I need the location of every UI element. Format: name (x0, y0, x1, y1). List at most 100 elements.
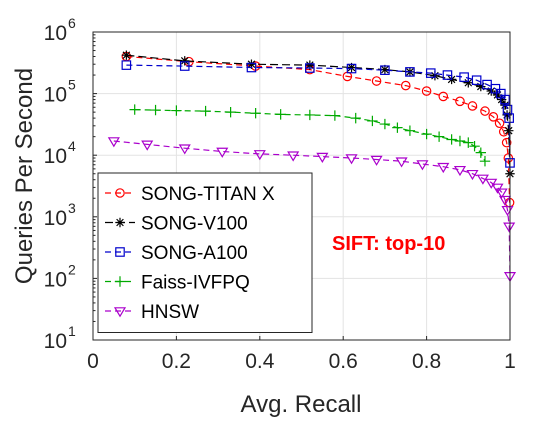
data-point (471, 75, 482, 86)
y-tick-label: 10 (44, 145, 67, 168)
data-point (469, 140, 480, 152)
data-point (501, 137, 512, 148)
data-point (504, 125, 514, 136)
data-point (405, 67, 415, 77)
data-point (367, 115, 378, 127)
data-point (216, 147, 229, 158)
series-line (134, 109, 486, 162)
data-point (494, 118, 505, 129)
data-point (371, 76, 382, 86)
legend-label: HNSW (141, 302, 199, 323)
y-tick-label: 10 (44, 207, 67, 230)
data-point (437, 162, 450, 174)
data-point (141, 140, 154, 151)
data-point (485, 178, 498, 189)
legend-swatch-marker (114, 276, 126, 287)
data-point (200, 105, 211, 117)
data-point (496, 94, 507, 105)
data-point (421, 128, 432, 140)
data-point (463, 78, 473, 88)
x-axis-label: Avg. Recall (241, 391, 362, 418)
data-point (495, 188, 508, 199)
data-point (171, 105, 182, 116)
data-point (246, 59, 257, 69)
data-point (305, 63, 315, 73)
data-point (504, 113, 514, 123)
data-point (416, 160, 429, 171)
legend-box (97, 172, 313, 333)
data-point (488, 112, 499, 122)
data-point (442, 70, 453, 80)
data-point (180, 56, 190, 66)
series-song-a100 (121, 60, 515, 168)
data-point (503, 222, 516, 233)
data-point (425, 68, 436, 78)
data-point (305, 60, 315, 70)
data-point (404, 125, 416, 136)
legend-label: SONG-TITAN X (141, 184, 275, 205)
y-tick-base: 10 (44, 268, 67, 291)
data-point (304, 109, 316, 121)
data-point (380, 64, 390, 75)
data-point (400, 80, 411, 91)
series-line (113, 140, 511, 276)
x-tick-label: 0.2 (162, 350, 191, 373)
y-tick-label: 10 (44, 268, 67, 291)
data-point (346, 62, 357, 73)
y-tick-label: 10 (44, 22, 67, 45)
legend-swatch-marker (115, 188, 125, 198)
y-axis-label: Queries Per Second (11, 68, 38, 284)
legend-label: SONG-A100 (141, 243, 248, 264)
legend-swatch-marker (115, 217, 125, 228)
y-tick-base: 10 (44, 22, 67, 45)
data-point (459, 72, 469, 82)
data-point (246, 62, 257, 73)
data-point (490, 83, 501, 94)
data-point (467, 101, 478, 111)
data-point (178, 144, 191, 155)
data-point (179, 61, 190, 71)
data-point (476, 174, 489, 185)
x-tick-label: 0.6 (329, 350, 358, 373)
data-point (466, 169, 479, 181)
data-point (350, 112, 361, 124)
data-point (129, 104, 140, 115)
y-tick-exponent: 1 (68, 323, 76, 339)
data-point (346, 63, 357, 74)
data-point (476, 81, 486, 92)
legend-item: HNSW (105, 302, 199, 323)
y-tick-base: 10 (44, 145, 67, 168)
axes-box (92, 31, 511, 341)
legend-label: Faiss-IVFPQ (141, 273, 250, 294)
y-tick-exponent: 4 (68, 138, 76, 154)
y-tick-exponent: 3 (68, 200, 76, 216)
y-tick-exponent: 6 (68, 15, 76, 31)
data-point (438, 91, 449, 102)
data-point (475, 147, 487, 158)
y-tick-base: 10 (44, 84, 67, 107)
data-point (380, 65, 390, 75)
y-tick-exponent: 2 (68, 261, 76, 277)
data-point (395, 157, 408, 168)
data-point (379, 118, 391, 130)
data-point (287, 151, 300, 162)
data-point (150, 104, 161, 116)
x-tick-label: 0 (87, 350, 99, 373)
data-point (107, 137, 120, 148)
legend-item: Faiss-IVFPQ (105, 273, 250, 294)
data-point (455, 96, 465, 107)
data-point (253, 150, 266, 161)
data-point (121, 60, 132, 70)
data-point (370, 155, 383, 166)
data-point (392, 122, 403, 133)
data-point (463, 137, 474, 148)
plot-frame (92, 31, 511, 341)
data-point (275, 109, 286, 120)
series-line (126, 64, 511, 163)
data-point (498, 195, 512, 207)
data-point (329, 110, 341, 121)
data-point (433, 131, 445, 142)
data-point (479, 155, 491, 167)
